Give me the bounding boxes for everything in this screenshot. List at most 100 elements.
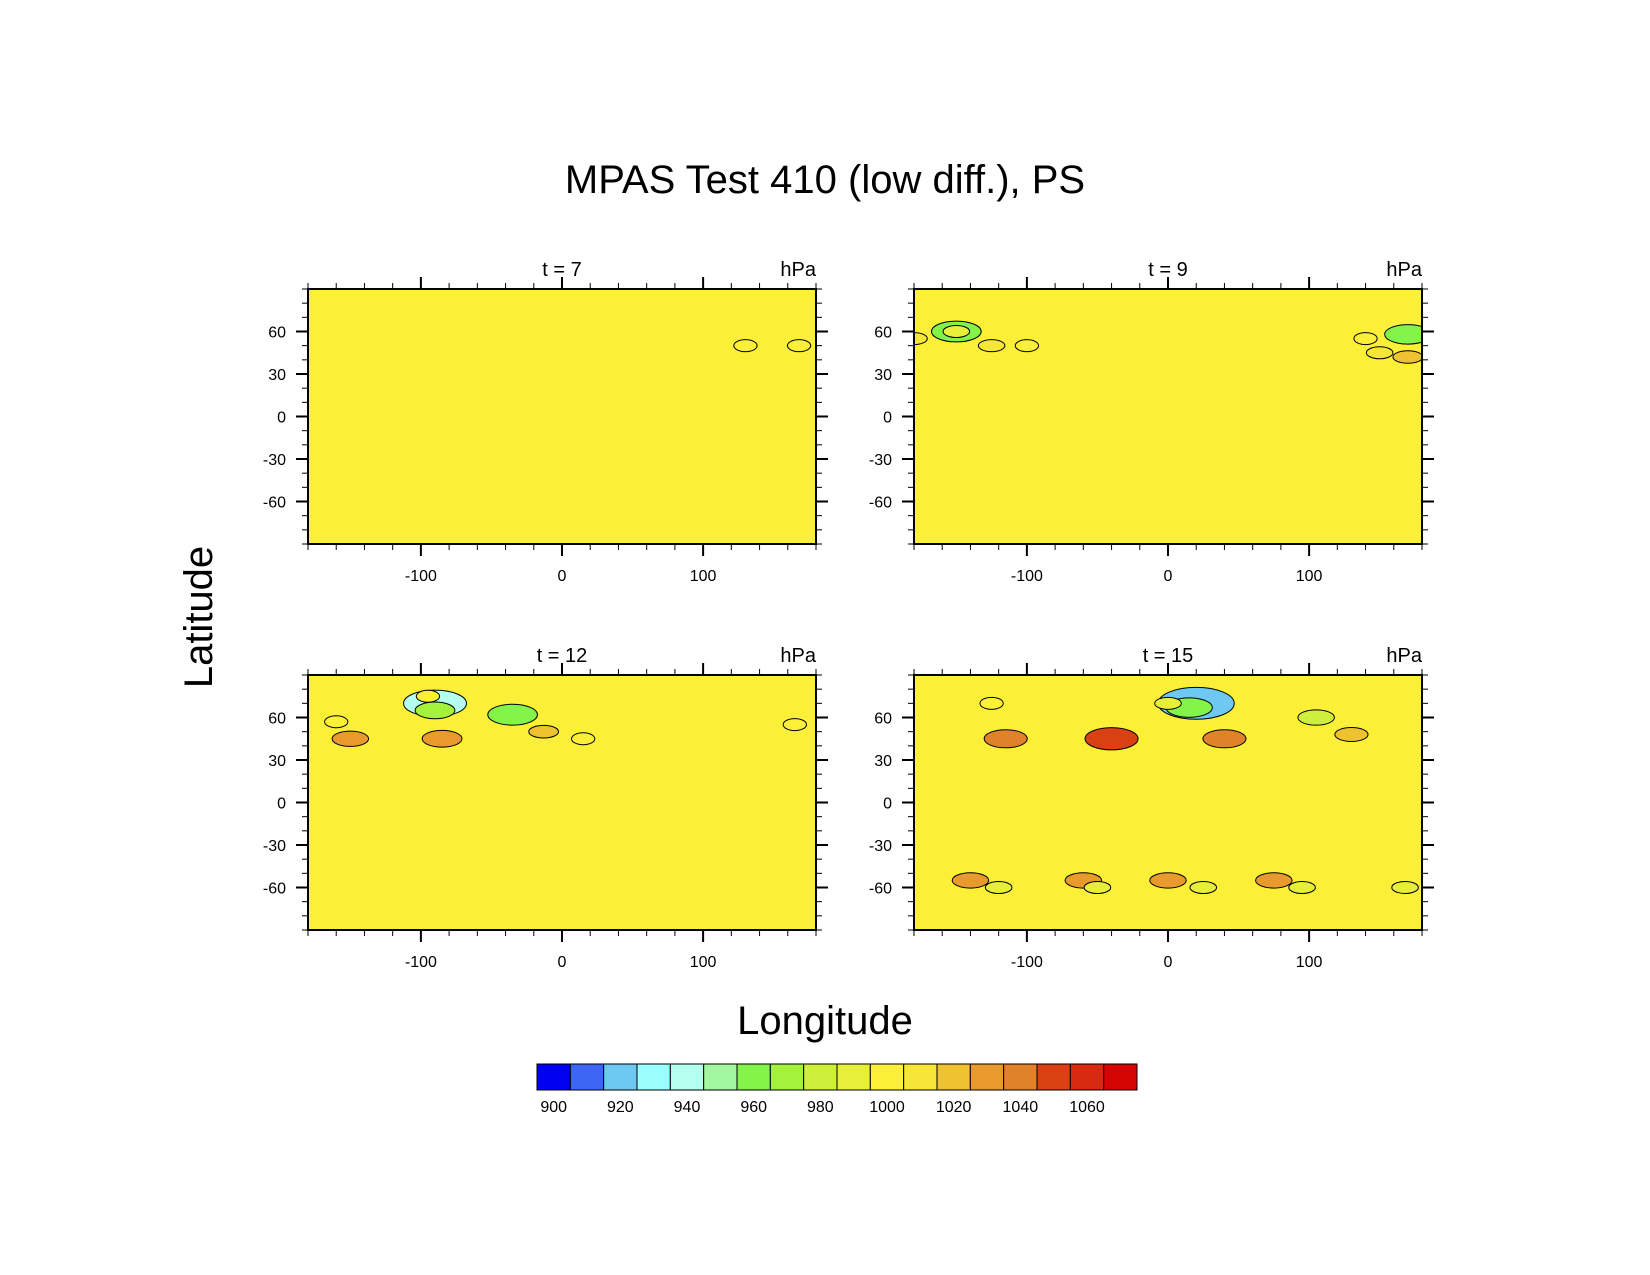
contour-feature xyxy=(1083,881,1112,894)
panel-1: -100 0 100 60 30 0 -30 -60 t = 7 hPa xyxy=(263,259,828,585)
contour-feature xyxy=(1334,727,1369,742)
contour-feature xyxy=(1392,350,1422,364)
colorbar-swatch xyxy=(969,1063,1005,1091)
panel-background xyxy=(914,289,1422,544)
contour-feature xyxy=(571,732,596,746)
panel-label: t = 15 xyxy=(1143,645,1194,667)
panel-3: -100 0 100 60 30 0 -30 -60 t = 12 hPa xyxy=(263,645,828,971)
y-tick-label: 0 xyxy=(883,410,892,427)
contour-feature xyxy=(1189,881,1218,894)
colorbar-tick-label: 1000 xyxy=(869,1099,905,1116)
colorbar: 900 920 940 960 980 1000 1020 1040 1060 xyxy=(536,1063,1138,1116)
x-tick-label: -100 xyxy=(1011,568,1043,585)
colorbar-swatch xyxy=(703,1063,738,1091)
contour-feature xyxy=(951,872,990,889)
panel-4: -100 0 100 60 30 0 -30 -60 t = 15 hPa xyxy=(869,645,1434,971)
y-tick-label: 60 xyxy=(268,325,286,342)
contour-feature xyxy=(528,724,560,739)
contour-feature xyxy=(1202,729,1247,749)
y-tick-label: -30 xyxy=(263,452,286,469)
x-tick-label: 0 xyxy=(558,568,567,585)
y-tick-label: 0 xyxy=(883,796,892,813)
y-tick-label: -60 xyxy=(263,881,286,898)
y-tick-label: 30 xyxy=(874,367,892,384)
x-tick-label: 0 xyxy=(1164,568,1173,585)
contour-feature xyxy=(977,339,1006,353)
colorbar-swatch xyxy=(569,1063,605,1091)
contour-feature xyxy=(414,701,456,720)
units-label: hPa xyxy=(1386,645,1422,667)
contour-feature xyxy=(1154,696,1182,710)
y-tick-label: -60 xyxy=(869,881,892,898)
y-tick-label: -30 xyxy=(869,838,892,855)
panel-background xyxy=(308,289,816,544)
colorbar-swatch xyxy=(869,1063,905,1091)
colorbar-tick-label: 1060 xyxy=(1069,1099,1105,1116)
contour-feature xyxy=(1255,872,1293,889)
y-tick-label: 30 xyxy=(268,367,286,384)
contour-feature xyxy=(942,325,971,338)
contour-feature xyxy=(733,339,758,353)
y-tick-label: -30 xyxy=(263,838,286,855)
contour-feature xyxy=(983,729,1028,749)
contour-feature xyxy=(979,696,1004,710)
colorbar-tick-label: 940 xyxy=(674,1099,701,1116)
contour-feature xyxy=(786,339,812,353)
y-tick-label: 30 xyxy=(268,753,286,770)
colorbar-swatch xyxy=(936,1063,971,1091)
contour-feature xyxy=(1353,332,1378,346)
chart-title: MPAS Test 410 (low diff.), PS xyxy=(565,158,1085,202)
colorbar-swatch xyxy=(903,1063,938,1091)
x-tick-label: -100 xyxy=(405,954,437,971)
colorbar-swatch xyxy=(603,1063,638,1091)
y-tick-label: -30 xyxy=(869,452,892,469)
contour-feature xyxy=(1014,339,1040,353)
x-axis-label: Longitude xyxy=(737,999,913,1043)
contour-feature xyxy=(984,881,1013,894)
colorbar-swatch xyxy=(769,1063,805,1091)
panel-label: t = 12 xyxy=(537,645,588,667)
colorbar-swatch xyxy=(1069,1063,1105,1091)
contour-feature xyxy=(1297,709,1335,726)
colorbar-swatch xyxy=(1036,1063,1071,1091)
y-tick-label: 0 xyxy=(277,410,286,427)
y-tick-label: -60 xyxy=(869,495,892,512)
contour-feature xyxy=(421,729,463,748)
contour-feature xyxy=(331,730,370,747)
x-tick-label: -100 xyxy=(405,568,437,585)
contour-feature xyxy=(1365,346,1394,360)
y-tick-label: 60 xyxy=(268,711,286,728)
units-label: hPa xyxy=(780,645,816,667)
y-axis-label: Latitude xyxy=(177,546,221,688)
units-label: hPa xyxy=(780,259,816,281)
colorbar-swatch xyxy=(836,1063,871,1091)
colorbar-tick-label: 900 xyxy=(540,1099,567,1116)
colorbar-tick-label: 1020 xyxy=(936,1099,972,1116)
contour-feature xyxy=(1391,881,1419,894)
contour-feature xyxy=(1288,881,1316,894)
x-tick-label: 100 xyxy=(690,954,717,971)
colorbar-tick-label: 920 xyxy=(607,1099,634,1116)
panel-label: t = 7 xyxy=(542,259,581,281)
panel-label: t = 9 xyxy=(1148,259,1187,281)
colorbar-swatch xyxy=(736,1063,771,1091)
contour-feature xyxy=(1084,727,1139,751)
colorbar-swatch xyxy=(669,1063,705,1091)
panel-2: -100 0 100 60 30 0 -30 -60 t = 9 hPa xyxy=(869,259,1434,585)
contour-feature xyxy=(324,715,349,729)
y-tick-label: -60 xyxy=(263,495,286,512)
y-tick-label: 60 xyxy=(874,711,892,728)
y-tick-label: 60 xyxy=(874,325,892,342)
x-tick-label: 100 xyxy=(1296,954,1323,971)
y-tick-label: 0 xyxy=(277,796,286,813)
colorbar-tick-label: 960 xyxy=(740,1099,767,1116)
colorbar-swatch xyxy=(536,1063,571,1091)
colorbar-swatch xyxy=(803,1063,838,1091)
x-tick-label: 0 xyxy=(1164,954,1173,971)
x-tick-label: 0 xyxy=(558,954,567,971)
contour-feature xyxy=(1384,324,1422,345)
x-tick-label: -100 xyxy=(1011,954,1043,971)
colorbar-swatch xyxy=(1103,1063,1138,1091)
contour-feature xyxy=(1149,872,1187,889)
